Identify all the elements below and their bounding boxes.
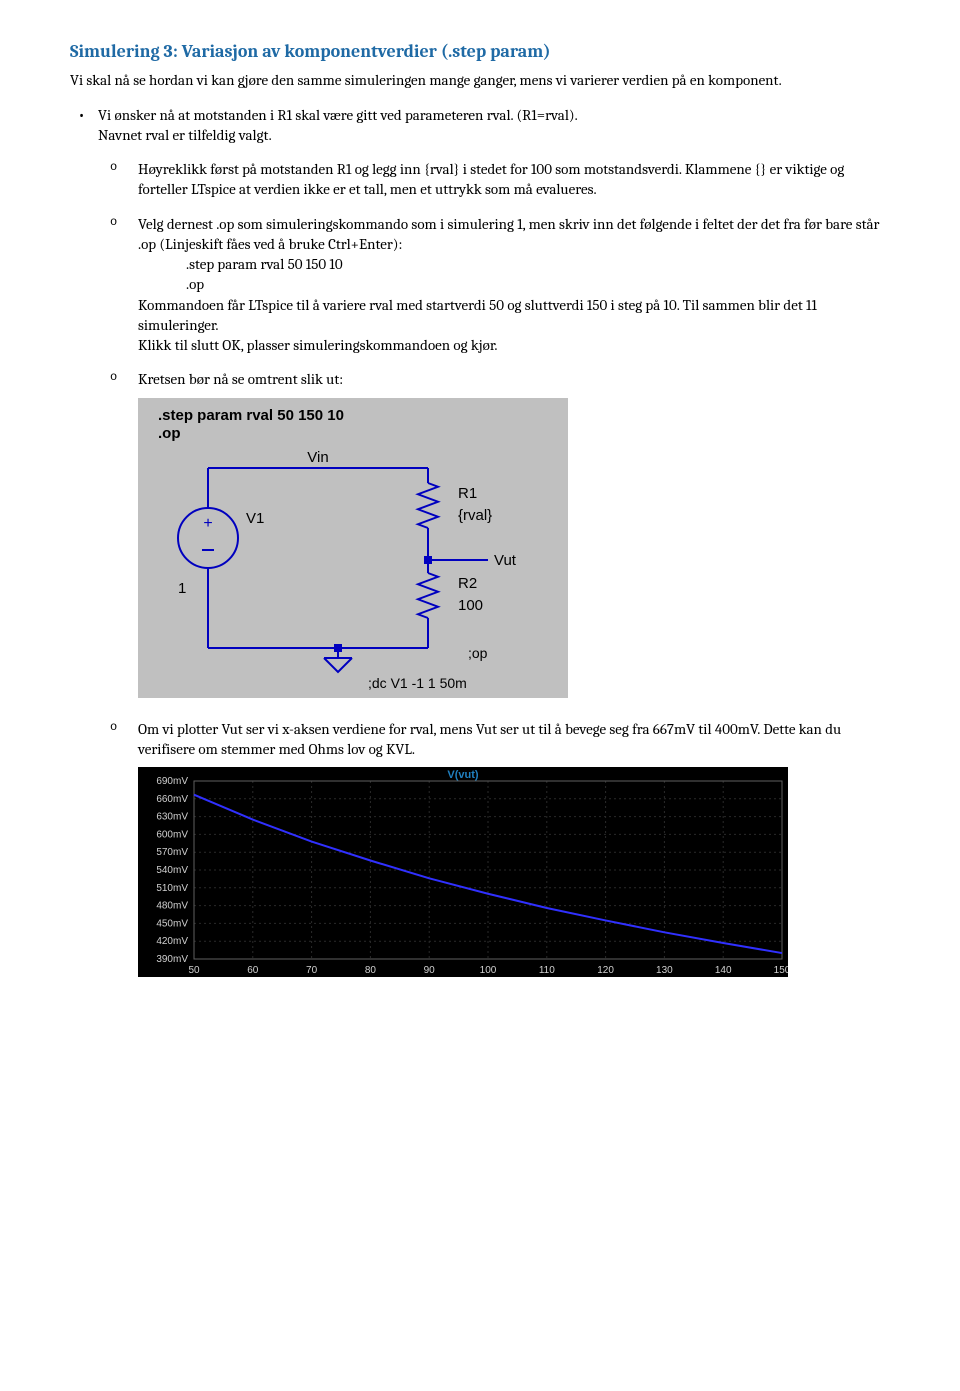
sub-2: Velg dernest .op som simuleringskommando… — [138, 214, 890, 356]
svg-text:.step param rval 50 150 10: .step param rval 50 150 10 — [158, 407, 344, 424]
svg-text:R2: R2 — [458, 575, 477, 592]
svg-text:50: 50 — [188, 965, 200, 976]
plot-diagram: V(vut) 390mV 420mV 450mV 480mV 510mV 540mV 570m… — [138, 767, 890, 982]
svg-text:140: 140 — [715, 965, 732, 976]
sub-2-a: Velg dernest .op som simuleringskommando… — [138, 215, 879, 253]
svg-text:;dc V1 -1 1 50m: ;dc V1 -1 1 50m — [368, 675, 467, 691]
svg-text:120: 120 — [597, 965, 614, 976]
svg-text:510mV: 510mV — [156, 883, 188, 894]
svg-text:70: 70 — [306, 965, 318, 976]
svg-text:+: + — [203, 515, 212, 532]
svg-text:570mV: 570mV — [156, 847, 188, 858]
svg-text:R1: R1 — [458, 485, 477, 502]
svg-text:V1: V1 — [246, 510, 264, 527]
svg-text:110: 110 — [539, 965, 555, 976]
bullet-1-line1: Vi ønsker nå at motstanden i R1 skal vær… — [98, 106, 578, 124]
svg-text:690mV: 690mV — [156, 776, 188, 787]
intro-text: Vi skal nå se hordan vi kan gjøre den sa… — [70, 70, 890, 90]
svg-text:540mV: 540mV — [156, 865, 188, 876]
sub-1: Høyreklikk først på motstanden R1 og leg… — [138, 159, 890, 200]
svg-text:.op: .op — [158, 425, 181, 442]
svg-text:Vin: Vin — [307, 449, 328, 466]
sub-2-step: .step param rval 50 150 10 — [186, 255, 343, 273]
svg-text:450mV: 450mV — [156, 919, 188, 930]
svg-text:420mV: 420mV — [156, 936, 188, 947]
svg-text:150: 150 — [774, 965, 788, 976]
svg-text:100: 100 — [458, 597, 483, 614]
svg-text:100: 100 — [480, 965, 497, 976]
svg-text:390mV: 390mV — [156, 954, 188, 965]
svg-text:600mV: 600mV — [156, 830, 188, 841]
bullet-1: Vi ønsker nå at motstanden i R1 skal vær… — [98, 105, 890, 983]
sub-2-op: .op — [186, 275, 204, 293]
page-title: Simulering 3: Variasjon av komponentverd… — [70, 40, 890, 64]
svg-text:130: 130 — [656, 965, 673, 976]
sub-4-text: Om vi plotter Vut ser vi x-aksen verdien… — [138, 720, 841, 758]
sub-2-b: Kommandoen får LTspice til å variere rva… — [138, 296, 817, 334]
circuit-diagram: .step param rval 50 150 10.op + Vin R1 {rval… — [138, 398, 890, 703]
svg-text:1: 1 — [178, 580, 186, 597]
svg-text:{rval}: {rval} — [458, 507, 492, 524]
sub-2-c: Klikk til slutt OK, plasser simuleringsk… — [138, 336, 497, 354]
sub-4: Om vi plotter Vut ser vi x-aksen verdien… — [138, 719, 890, 983]
svg-text:630mV: 630mV — [156, 812, 188, 823]
sub-3-text: Kretsen bør nå se omtrent slik ut: — [138, 370, 343, 388]
svg-text:480mV: 480mV — [156, 901, 188, 912]
sub-3: Kretsen bør nå se omtrent slik ut: .step… — [138, 369, 890, 703]
svg-text:;op: ;op — [468, 645, 488, 661]
svg-text:80: 80 — [365, 965, 377, 976]
bullet-1-line2: Navnet rval er tilfeldig valgt. — [98, 126, 272, 144]
svg-text:Vut: Vut — [494, 552, 517, 569]
svg-text:60: 60 — [247, 965, 259, 976]
svg-text:660mV: 660mV — [156, 794, 188, 805]
svg-text:90: 90 — [424, 965, 436, 976]
svg-text:V(vut): V(vut) — [447, 769, 479, 781]
